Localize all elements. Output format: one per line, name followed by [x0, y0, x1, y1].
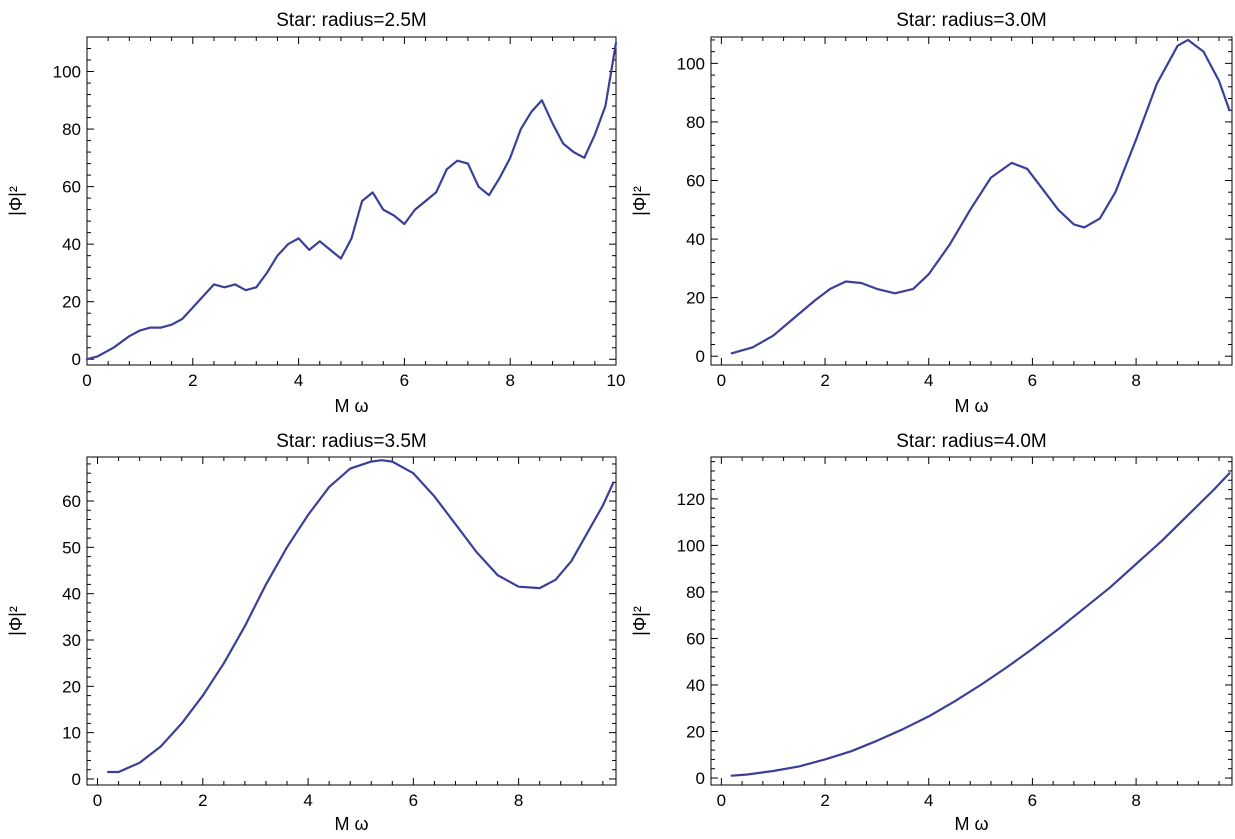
x-tick-label: 0 — [82, 371, 91, 390]
x-tick-label: 10 — [607, 371, 626, 390]
y-axis-label: |Φ|² — [630, 606, 650, 636]
x-tick-label: 2 — [820, 371, 829, 390]
x-tick-label: 6 — [1028, 791, 1037, 810]
x-tick-label: 4 — [303, 791, 312, 810]
x-tick-label: 2 — [820, 791, 829, 810]
x-tick-label: 8 — [1131, 791, 1140, 810]
plot-frame — [86, 456, 617, 786]
chart-title: Star: radius=3.5M — [276, 431, 427, 452]
y-tick-label: 10 — [62, 724, 81, 743]
y-tick-label: 60 — [62, 492, 81, 511]
y-tick-label: 80 — [686, 113, 705, 132]
y-axis-label: |Φ|² — [6, 606, 26, 636]
x-tick-label: 8 — [514, 791, 523, 810]
y-tick-label: 80 — [62, 120, 81, 139]
chart-title: Star: radius=4.0M — [896, 431, 1047, 452]
x-tick-label: 8 — [505, 371, 514, 390]
y-tick-label: 20 — [686, 289, 705, 308]
y-tick-label: 100 — [53, 63, 81, 82]
series-line-1 — [106, 459, 615, 774]
y-tick-label: 80 — [686, 583, 705, 602]
plot-frame — [710, 456, 1233, 786]
x-tick-label: 6 — [400, 371, 409, 390]
y-tick-label: 60 — [686, 172, 705, 191]
y-tick-label: 40 — [62, 235, 81, 254]
chart-title: Star: radius=3.0M — [896, 10, 1047, 31]
y-tick-label: 100 — [677, 54, 705, 73]
y-axis-label: |Φ|² — [630, 186, 650, 216]
x-axis-label: M ω — [334, 814, 368, 834]
x-tick-label: 6 — [1028, 371, 1037, 390]
x-tick-label: 0 — [717, 791, 726, 810]
series-line-1 — [730, 38, 1231, 355]
plot-frame — [710, 36, 1233, 366]
y-tick-label: 60 — [62, 178, 81, 197]
y-tick-label: 20 — [62, 677, 81, 696]
y-tick-label: 0 — [72, 770, 81, 789]
y-tick-label: 40 — [62, 585, 81, 604]
x-axis-label: M ω — [954, 814, 988, 834]
x-tick-label: 4 — [924, 371, 933, 390]
y-tick-label: 120 — [677, 490, 705, 509]
y-tick-label: 100 — [677, 536, 705, 555]
y-axis-label: |Φ|² — [6, 186, 26, 216]
x-axis-label: M ω — [954, 396, 988, 416]
x-tick-label: 2 — [188, 371, 197, 390]
chart-title: Star: radius=2.5M — [276, 10, 427, 31]
series-line-1 — [730, 472, 1231, 777]
y-tick-label: 40 — [686, 676, 705, 695]
x-tick-label: 0 — [717, 371, 726, 390]
y-tick-label: 30 — [62, 631, 81, 650]
y-tick-label: 0 — [72, 350, 81, 369]
x-tick-label: 4 — [924, 791, 933, 810]
chart-panel-3: 0 2 4 6 8 0 10 20 30 40 50 60 Star: radius=3.5M M ω |Φ… — [6, 431, 617, 834]
y-tick-label: 20 — [62, 293, 81, 312]
x-tick-label: 2 — [198, 791, 207, 810]
series-line-1 — [85, 41, 618, 361]
y-tick-label: 0 — [696, 769, 705, 788]
x-axis-label: M ω — [334, 396, 368, 416]
y-tick-label: 0 — [696, 347, 705, 366]
y-tick-label: 20 — [686, 722, 705, 741]
x-tick-label: 0 — [93, 791, 102, 810]
x-tick-label: 8 — [1131, 371, 1140, 390]
x-tick-label: 4 — [294, 371, 303, 390]
y-tick-label: 40 — [686, 230, 705, 249]
x-tick-label: 6 — [409, 791, 418, 810]
y-tick-label: 60 — [686, 629, 705, 648]
y-tick-label: 50 — [62, 538, 81, 557]
plot-frame — [86, 36, 617, 366]
